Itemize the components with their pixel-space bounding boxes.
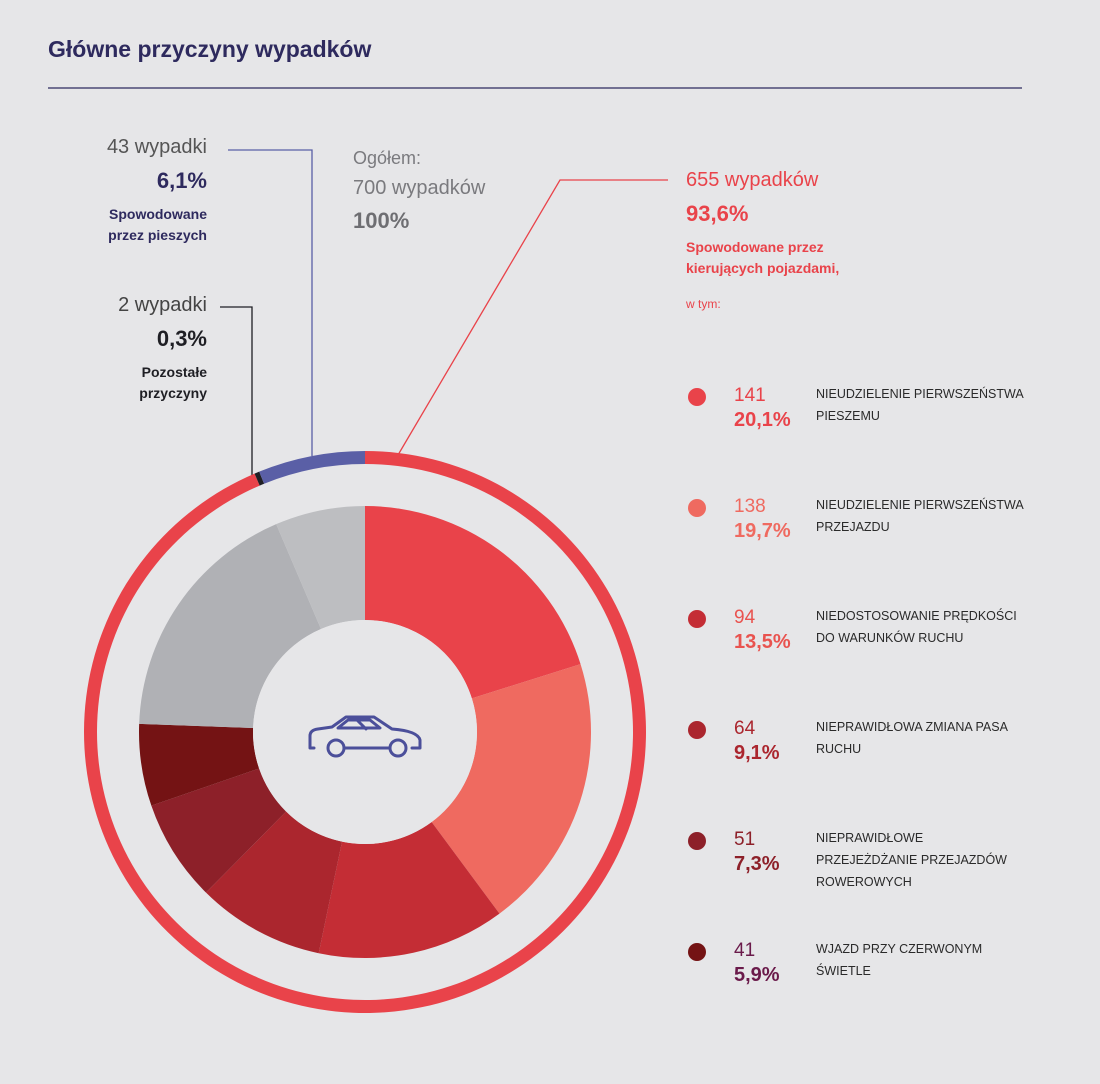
donut-hole [253, 620, 477, 844]
inner-segment [276, 506, 365, 630]
legend-dot [688, 499, 706, 517]
outer-count: 2 wypadki [118, 294, 207, 316]
outer-count: 43 wypadki [106, 136, 207, 158]
legend-count: 94 [734, 607, 756, 628]
inner-segment [138, 723, 260, 806]
legend-count: 64 [734, 718, 756, 739]
leader-line [397, 179, 668, 456]
outer-name: Spowodowane przez kierujących pojazdami, [686, 239, 840, 276]
outer-name: Pozostałe przyczyny [139, 364, 207, 401]
leader-line [228, 149, 313, 456]
title: Główne przyczyny wypadków [48, 36, 372, 62]
car-icon [308, 715, 422, 758]
inner-segment [139, 524, 321, 728]
legend-dot [688, 610, 706, 628]
legend-dot [688, 832, 706, 850]
inner-segment [431, 664, 591, 914]
rings [84, 451, 646, 1013]
legend-name: NIEPRAWIDŁOWE PRZEJEŻDŻANIE PRZEJAZDÓW R… [816, 831, 1007, 889]
outer-segment [254, 471, 265, 486]
leader-line [220, 306, 253, 478]
inner-segment [318, 822, 500, 958]
legend-count: 141 [734, 385, 766, 406]
outer-share: 6,1% [156, 168, 207, 193]
legend-share: 19,7% [734, 520, 791, 542]
legend-dot [688, 943, 706, 961]
inner-segment [205, 811, 343, 954]
legend-count: 41 [734, 940, 756, 961]
legend-share: 7,3% [734, 853, 780, 875]
inner-segment [365, 506, 581, 699]
total-label: Ogółem: [353, 148, 422, 168]
legend-share: 13,5% [734, 631, 791, 653]
outer-share: 93,6% [686, 201, 749, 226]
total-share: 100% [353, 208, 410, 233]
legend-share: 20,1% [734, 409, 791, 431]
legend-count: 138 [734, 496, 766, 517]
legend-name: NIEDOSTOSOWANIE PRĘDKOŚCI DO WARUNKÓW RU… [816, 609, 1017, 645]
note: w tym: [686, 297, 721, 311]
legend-name: WJAZD PRZY CZERWONYM ŚWIETLE [816, 942, 983, 978]
total-count: 700 wypadków [353, 177, 486, 199]
outer-share: 0,3% [156, 326, 207, 351]
inner-segment [151, 768, 287, 893]
outer-name: Spowodowane przez pieszych [108, 206, 207, 243]
legend-dot [688, 388, 706, 406]
legend-share: 5,9% [734, 964, 780, 986]
legend-dot [688, 721, 706, 739]
legend-name: NIEUDZIELENIE PIERWSZEŃSTWA PRZEJAZDU [816, 498, 1023, 534]
outer-count: 655 wypadków [686, 169, 819, 191]
outer-segment [259, 451, 365, 484]
legend-share: 9,1% [734, 742, 780, 764]
legend-name: NIEPRAWIDŁOWA ZMIANA PASA RUCHU [816, 720, 1008, 756]
legend-name: NIEUDZIELENIE PIERWSZEŃSTWA PIESZEMU [816, 387, 1023, 423]
legend-count: 51 [734, 829, 756, 850]
